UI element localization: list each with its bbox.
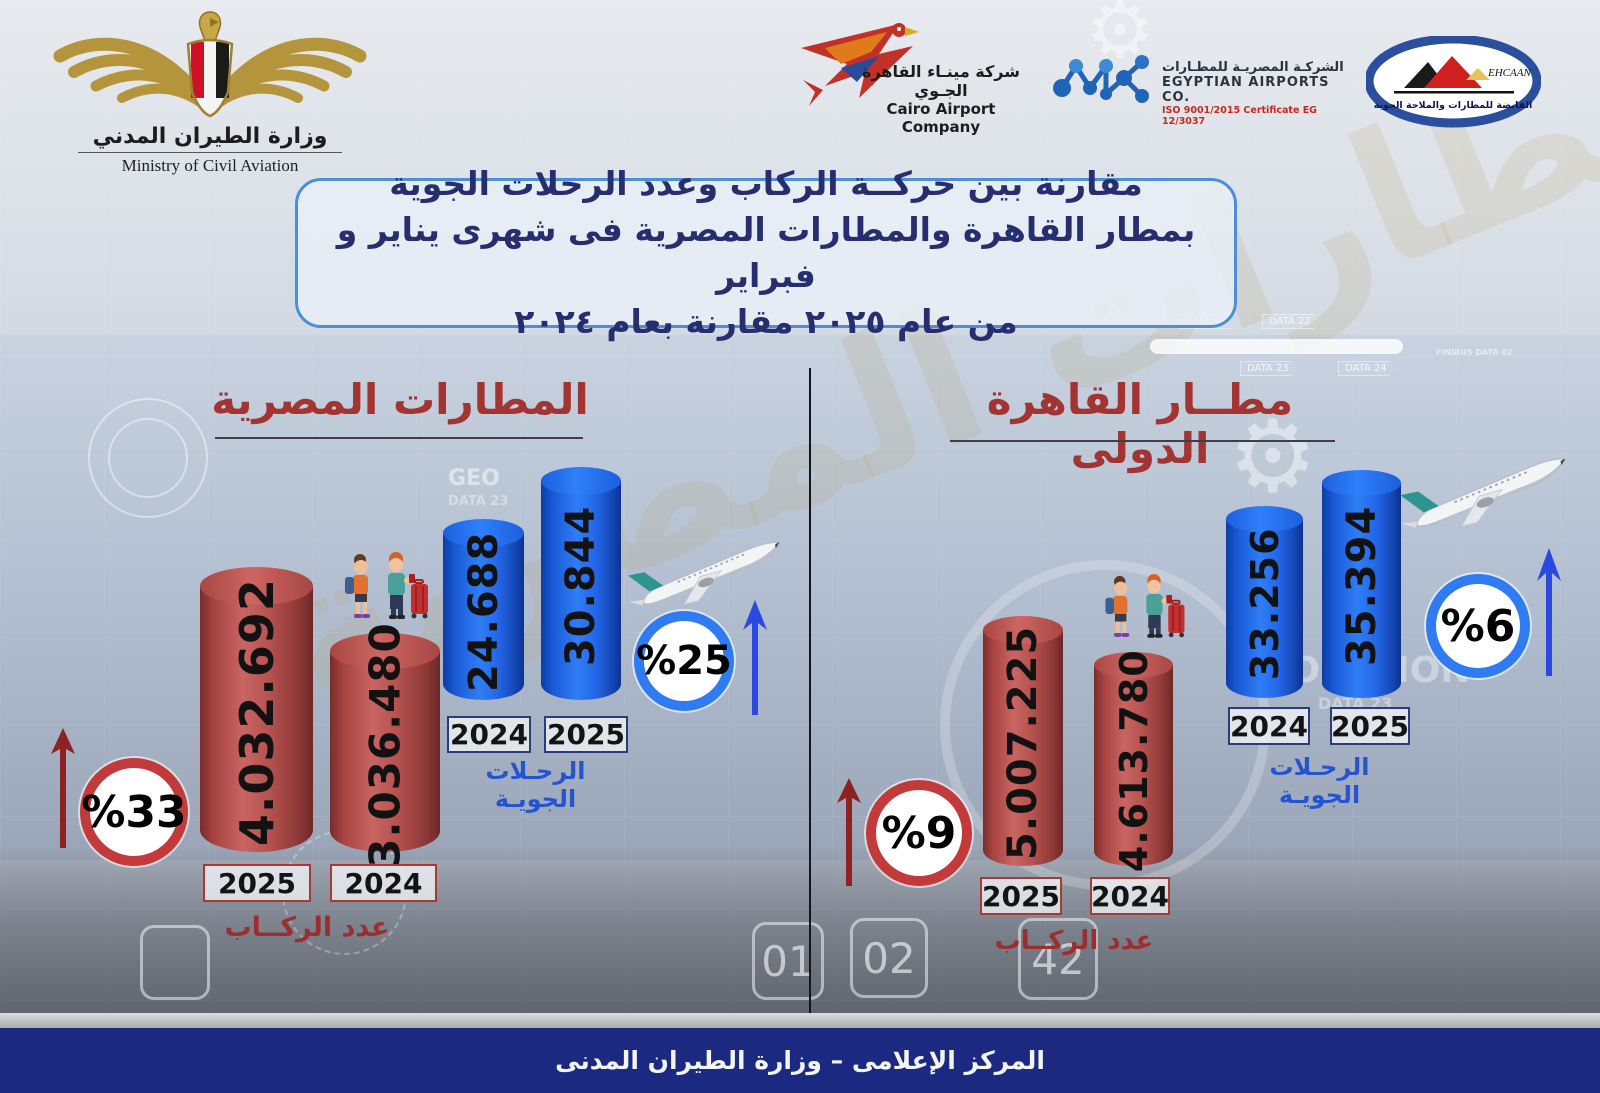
hud-data-tag: DATA 22 [1262, 314, 1322, 329]
section-divider [809, 368, 811, 1013]
bar-value: 33.256 [1242, 527, 1287, 681]
section-underline [215, 437, 583, 439]
year-box: 2025 [1330, 707, 1410, 745]
airplane-icon [1400, 458, 1567, 528]
flights-change-badge: %25 [634, 611, 734, 711]
bar-value: 30.844 [558, 505, 604, 666]
bar-egy-passengers-2025: 4.032.692 [200, 567, 313, 852]
egyptian-airports-english: EGYPTIAN AIRPORTS CO. [1162, 75, 1330, 105]
passengers-label: عدد الركــاب [994, 926, 1154, 956]
airplane-icon [628, 541, 781, 606]
year-box: 2024 [330, 864, 437, 902]
eagle-wings-icon [53, 11, 367, 118]
ehcaan-logo: EHCAAN القابضة للمطارات والملاحة الجوية [1366, 36, 1541, 128]
footer-light-strip [0, 1013, 1600, 1028]
background-frame [140, 925, 210, 1000]
bar-cai-passengers-2025: 5.007.225 [983, 616, 1063, 866]
background-frame: 02 [850, 918, 928, 998]
ministry-name-english: Ministry of Civil Aviation [121, 156, 299, 175]
up-arrow-blue-icon [743, 600, 767, 715]
background-circle [88, 398, 208, 518]
year-box: 2025 [980, 877, 1062, 915]
bar-cai-passengers-2024: 4.613.780 [1094, 649, 1173, 872]
year-box: 2024 [447, 716, 531, 753]
footer-text: المركز الإعلامى – وزارة الطيران المدنى [555, 1046, 1045, 1075]
svg-text:القابضة للمطارات والملاحة الجو: القابضة للمطارات والملاحة الجوية [1374, 100, 1533, 111]
bar-value: 4.032.692 [229, 577, 284, 846]
bar-value: 4.613.780 [1111, 649, 1156, 873]
flights-label: الرحـلات الجويـة [485, 757, 586, 813]
year-box: 2025 [203, 864, 311, 902]
year-box: 2024 [1090, 877, 1170, 915]
up-arrow-red-icon [51, 728, 75, 848]
gear-icon: ⚙ [1228, 398, 1318, 515]
bar-value: 24.688 [460, 531, 507, 692]
ministry-logo: وزارة الطيران المدني Ministry of Civil A… [50, 6, 370, 176]
cairo-airport-company-label: شركة مينـاء القاهرة الجـوي Cairo Airport… [848, 62, 1034, 136]
flights-label: الرحـلات الجويـة [1269, 753, 1370, 809]
hud-data-tag: DATA 23 [1240, 361, 1300, 376]
bar-cai-flights-2025: 35.394 [1322, 470, 1401, 698]
bar-value: 5.007.225 [1000, 625, 1046, 860]
cairo-airport-company-english: Cairo Airport Company [886, 100, 996, 136]
hud-progress-bar [1150, 339, 1403, 354]
bar-egy-flights-2025: 30.844 [541, 467, 621, 700]
travelers-icon [345, 552, 428, 619]
hud-data-tag: DATA 24 [1338, 361, 1398, 376]
background-frame: 01 [752, 922, 824, 1000]
bar-egy-passengers-2024: 3.036.480 [330, 622, 440, 867]
footer-bar: المركز الإعلامى – وزارة الطيران المدنى [0, 1028, 1600, 1093]
cairo-airport-falcon-icon [801, 23, 919, 106]
flights-change-badge: %6 [1426, 574, 1530, 678]
hud-label: GEO [448, 466, 500, 491]
passengers-label: عدد الركــاب [224, 912, 390, 943]
hud-label: FINIBUS DATA 02 [1436, 348, 1513, 357]
travelers-icon [1105, 574, 1185, 638]
ministry-name-arabic: وزارة الطيران المدني [92, 124, 328, 149]
divider-line [78, 152, 342, 153]
svg-text:EHCAAN: EHCAAN [1487, 67, 1531, 79]
bar-value: 35.394 [1338, 505, 1385, 667]
cairo-airport-company-arabic: شركة مينـاء القاهرة الجـوي [862, 62, 1020, 100]
year-box: 2024 [1228, 707, 1310, 745]
passengers-change-badge: %33 [80, 758, 188, 866]
egyptian-airports-arabic: الشركـة المصريـة للمطـارات [1162, 60, 1344, 75]
main-title-box: مقارنة بين حركــة الركاب وعدد الرحلات ال… [295, 164, 1237, 341]
section-title-egyptian-airports: المطارات المصرية [211, 375, 589, 424]
bar-cai-flights-2024: 33.256 [1226, 506, 1303, 698]
passengers-change-badge: %9 [866, 780, 972, 886]
egyptian-airports-molecule-icon [1053, 55, 1149, 103]
year-box: 2025 [544, 716, 628, 753]
title-line-1: مقارنة بين حركــة الركاب وعدد الرحلات ال… [389, 164, 1143, 203]
title-line-2: بمطار القاهرة والمطارات المصرية فى شهرى … [336, 210, 1196, 295]
section-title-cairo-airport: مطــار القاهرة الدولى [986, 375, 1294, 473]
section-underline [950, 440, 1335, 442]
background-frame: 42 [1018, 918, 1098, 1000]
egyptian-airports-label: الشركـة المصريـة للمطـارات EGYPTIAN AIRP… [1162, 60, 1347, 127]
title-line-3: من عام ٢٠٢٥ مقارنة بعام ٢٠٢٤ [514, 302, 1018, 341]
up-arrow-red-icon [837, 778, 861, 886]
background-circle [108, 418, 188, 498]
bar-egy-flights-2024: 24.688 [443, 519, 524, 700]
egyptian-airports-iso: ISO 9001/2015 Certificate EG 12/3037 [1162, 105, 1317, 127]
up-arrow-blue-icon [1537, 548, 1561, 676]
hud-label: DATA 23 [448, 494, 509, 509]
bar-value: 3.036.480 [360, 621, 410, 868]
